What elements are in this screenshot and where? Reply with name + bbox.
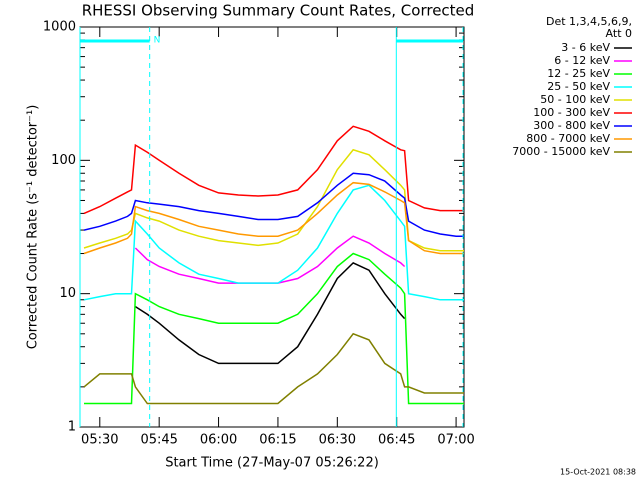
x-tick-label: 06:15 bbox=[259, 433, 296, 448]
series-line bbox=[84, 252, 464, 405]
legend-label: 50 - 100 keV bbox=[540, 93, 610, 106]
night-label: N bbox=[154, 36, 161, 46]
y-tick-label: 10 bbox=[59, 286, 76, 301]
legend-label: 100 - 300 keV bbox=[533, 106, 610, 119]
legend-label: 300 - 800 keV bbox=[533, 119, 610, 132]
y-tick-label: 100 bbox=[51, 153, 76, 168]
x-tick-label: 07:00 bbox=[437, 433, 474, 448]
x-axis-label: Start Time (27-May-07 05:26:22) bbox=[165, 456, 379, 471]
chart-title: RHESSI Observing Summary Count Rates, Co… bbox=[82, 2, 475, 20]
series-line bbox=[83, 181, 464, 255]
legend-label: 25 - 50 keV bbox=[547, 80, 610, 93]
x-tick-label: 06:00 bbox=[200, 433, 237, 448]
series-line bbox=[83, 184, 464, 301]
x-tick-label: 06:45 bbox=[378, 433, 415, 448]
x-tick-label: 06:30 bbox=[319, 433, 356, 448]
series-line bbox=[83, 332, 464, 405]
x-tick-label: 05:30 bbox=[81, 433, 118, 448]
legend-label: 12 - 25 keV bbox=[547, 67, 610, 80]
legend-title: Det 1,3,4,5,6,9, bbox=[546, 15, 632, 28]
series-line bbox=[134, 262, 406, 365]
y-tick-label: 1 bbox=[68, 420, 76, 435]
x-tick-label: 05:45 bbox=[140, 433, 177, 448]
legend-label: 7000 - 15000 keV bbox=[512, 145, 610, 158]
y-axis-label: Corrected Count Rate (s⁻¹ detector⁻¹) bbox=[26, 105, 41, 350]
series-line bbox=[83, 125, 464, 215]
legend-label: 800 - 7000 keV bbox=[526, 132, 610, 145]
timestamp: 15-Oct-2021 08:38 bbox=[560, 468, 636, 477]
y-tick-label: 1000 bbox=[43, 20, 76, 35]
legend-label: 3 - 6 keV bbox=[561, 41, 610, 54]
series-line bbox=[83, 172, 464, 237]
legend-label: 6 - 12 keV bbox=[554, 54, 610, 67]
legend-title: Att 0 bbox=[606, 27, 632, 40]
